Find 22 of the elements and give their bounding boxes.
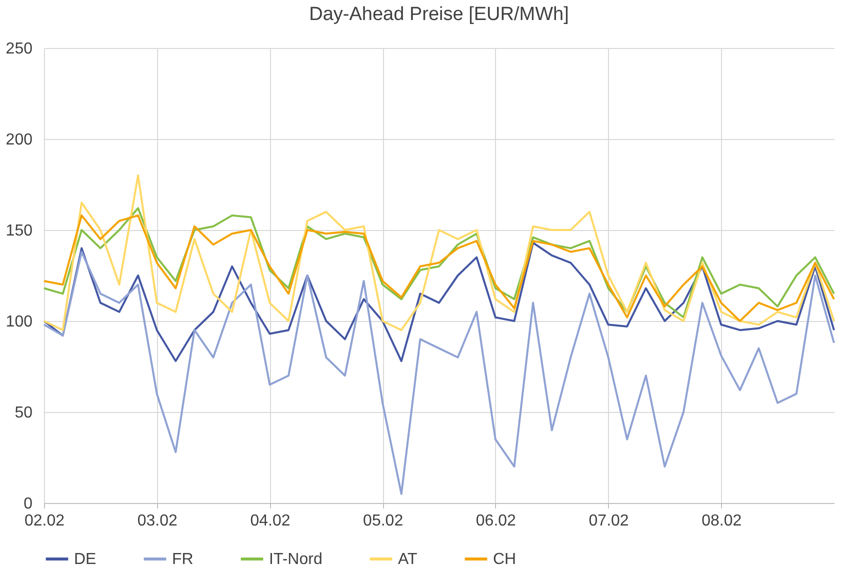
line-series: [43, 242, 835, 362]
y-tick-label: 100: [6, 314, 33, 330]
y-tick-label: 150: [6, 222, 33, 240]
y-tick-label: 200: [6, 132, 33, 148]
y-tick-label: 0: [24, 496, 33, 512]
legend-label: CH: [493, 551, 516, 568]
x-tick-label: 07.02: [588, 512, 629, 530]
x-tick-label: 04.02: [250, 512, 290, 530]
line-series: [43, 250, 835, 495]
legend-label: FR: [172, 551, 194, 568]
legend-label: DE: [74, 551, 96, 568]
chart-title: Day-Ahead Preise [EUR/MWh]: [309, 4, 569, 25]
x-tick-label: 08.02: [702, 512, 742, 530]
x-tick-label: 05.02: [363, 512, 404, 530]
x-tick-label: 06.02: [476, 512, 516, 530]
x-tick-label: 03.02: [137, 512, 178, 530]
y-tick-label: 250: [6, 40, 33, 58]
legend-label: IT-Nord: [269, 551, 322, 568]
y-tick-label: 50: [14, 404, 33, 422]
line-series: [43, 174, 835, 332]
x-tick-label: 02.02: [24, 512, 65, 530]
legend-label: AT: [398, 551, 418, 568]
